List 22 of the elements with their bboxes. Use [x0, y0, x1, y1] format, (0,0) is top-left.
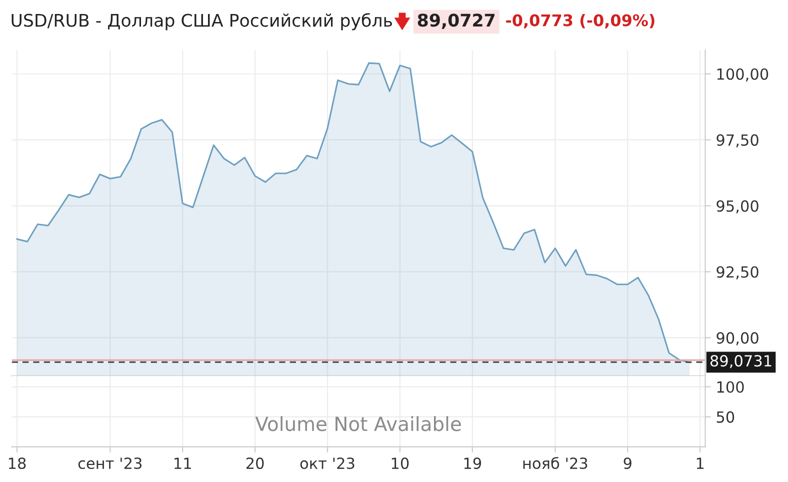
x-tick-label: 19 [464, 458, 482, 470]
text: -0,0773 (-0,09%) [506, 14, 654, 28]
x-tick-label: сент '23 [78, 458, 142, 470]
x-tick-label: 1 [696, 458, 704, 469]
y-tick-label: 100 [717, 381, 744, 393]
x-tick-label: нояб '23 [523, 456, 588, 470]
x-tick-label: 18 [8, 458, 26, 470]
y-tick-label: 90,00 [716, 332, 758, 346]
annotation: Volume Not Available [255, 416, 461, 432]
y-tick-label: 92,50 [716, 266, 758, 280]
x-tick-label: окт '23 [300, 458, 354, 470]
y-tick-label: 97,50 [716, 134, 758, 148]
ref-line-label: 89,0731 [710, 355, 772, 368]
text: 89,0727 [418, 14, 494, 29]
y-tick-label: 50 [716, 411, 734, 423]
chart-title: USD/RUB - Доллар США Российский рубль [12, 13, 392, 30]
x-tick-label: 11 [174, 458, 191, 469]
x-tick-label: 20 [246, 458, 264, 470]
x-tick-label: 10 [392, 458, 409, 470]
y-tick-label: 100,00 [717, 68, 768, 82]
y-tick-label: 95,00 [716, 200, 758, 214]
x-tick-label: 9 [624, 458, 632, 470]
